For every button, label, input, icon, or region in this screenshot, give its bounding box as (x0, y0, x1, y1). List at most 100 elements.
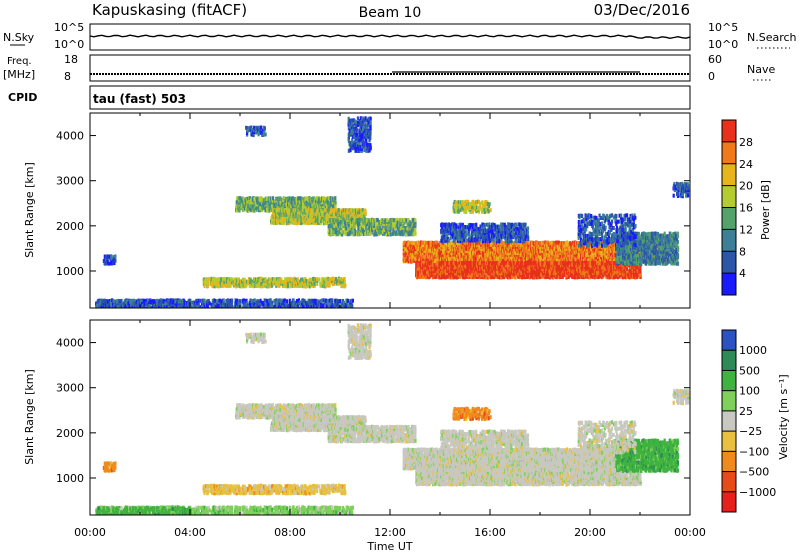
power-cell (368, 226, 371, 231)
power-cell (392, 218, 395, 223)
power-cell (409, 241, 412, 246)
nsky-tick-top: 10^5 (54, 21, 84, 34)
power-cell (358, 212, 361, 217)
power-cell (286, 280, 289, 284)
power-cell (414, 220, 417, 225)
power-cell (421, 240, 424, 245)
power-cell (308, 277, 311, 282)
power-cell (302, 210, 305, 215)
power-cell (280, 277, 283, 282)
power-cell (426, 250, 429, 255)
power-cell (302, 281, 305, 286)
power-cell (127, 298, 130, 303)
power-cell (222, 301, 225, 305)
power-cell (331, 208, 334, 213)
power-cell (520, 248, 524, 253)
power-cell (317, 302, 320, 307)
power-cell (271, 283, 274, 288)
power-cell (311, 308, 313, 312)
power-cell (275, 300, 279, 305)
power-cell (240, 204, 243, 209)
power-cell (547, 246, 550, 251)
power-cell (484, 241, 487, 246)
power-cell (279, 196, 282, 201)
power-cell (271, 277, 274, 282)
station-title: Kapuskasing (fitACF) (92, 1, 247, 19)
power-cell (242, 277, 245, 282)
power-cell (317, 196, 320, 201)
power-cell (562, 258, 565, 263)
power-cell (271, 300, 274, 305)
power-cell (403, 217, 406, 222)
power-cell (329, 279, 332, 284)
power-cell (301, 303, 304, 308)
power-cell (236, 281, 239, 286)
power-cell (299, 217, 302, 222)
power-cell (575, 249, 578, 253)
power-cell (211, 284, 214, 289)
power-cell (509, 248, 512, 253)
power-cell (312, 200, 315, 205)
power-cell (337, 303, 340, 308)
power-cell (308, 301, 311, 306)
power-cell (203, 281, 206, 286)
power-cell (327, 228, 330, 233)
freq-strip: Freq. [MHz] 18 8 60 0 Nave (3, 53, 775, 83)
power-cell (251, 279, 254, 284)
power-cell (284, 213, 287, 218)
power-cell (292, 298, 295, 303)
power-cell (335, 277, 338, 281)
power-cell (244, 206, 247, 211)
power-cell (227, 281, 231, 286)
power-cell (245, 206, 248, 211)
power-cell (335, 218, 338, 223)
power-cell (274, 277, 277, 282)
power-cell (259, 300, 262, 305)
power-cell (279, 298, 282, 303)
power-cell (325, 282, 328, 287)
power-cell (237, 277, 240, 282)
power-cell (389, 232, 392, 237)
power-cell (475, 255, 478, 260)
power-cell (605, 257, 608, 262)
power-cell (369, 231, 372, 236)
power-cell (231, 304, 234, 308)
power-cell (308, 196, 311, 201)
power-cell (345, 226, 349, 231)
power-cell (473, 248, 476, 253)
power-cell (539, 255, 542, 260)
power-cell (316, 277, 319, 282)
power-cell (344, 224, 347, 229)
power-cell (283, 220, 286, 225)
power-cell (349, 303, 352, 308)
power-cell (253, 298, 256, 303)
power-cell (295, 216, 298, 221)
power-cell (293, 283, 296, 288)
power-cell (211, 304, 214, 308)
power-cell (557, 247, 560, 252)
power-cell (277, 303, 280, 308)
power-cell (283, 300, 286, 305)
power-cell (283, 298, 286, 303)
power-cell (120, 298, 123, 303)
power-cell (601, 253, 604, 258)
power-cell (251, 281, 254, 286)
power-cell (304, 282, 307, 287)
power-cell (308, 284, 311, 289)
power-cell (206, 303, 209, 308)
power-cell (289, 284, 292, 289)
power-cell (299, 283, 302, 288)
power-cell (308, 299, 311, 303)
power-cell (334, 279, 337, 284)
power-cell (242, 196, 245, 201)
power-cell (346, 221, 349, 226)
power-cell (559, 253, 562, 258)
power-cell (124, 300, 127, 305)
power-cell (244, 279, 247, 284)
power-cell (342, 208, 345, 213)
power-cell (251, 208, 254, 213)
power-cell (208, 301, 211, 306)
power-cell (265, 200, 268, 205)
power-cell (235, 301, 238, 306)
power-cell (253, 300, 256, 305)
